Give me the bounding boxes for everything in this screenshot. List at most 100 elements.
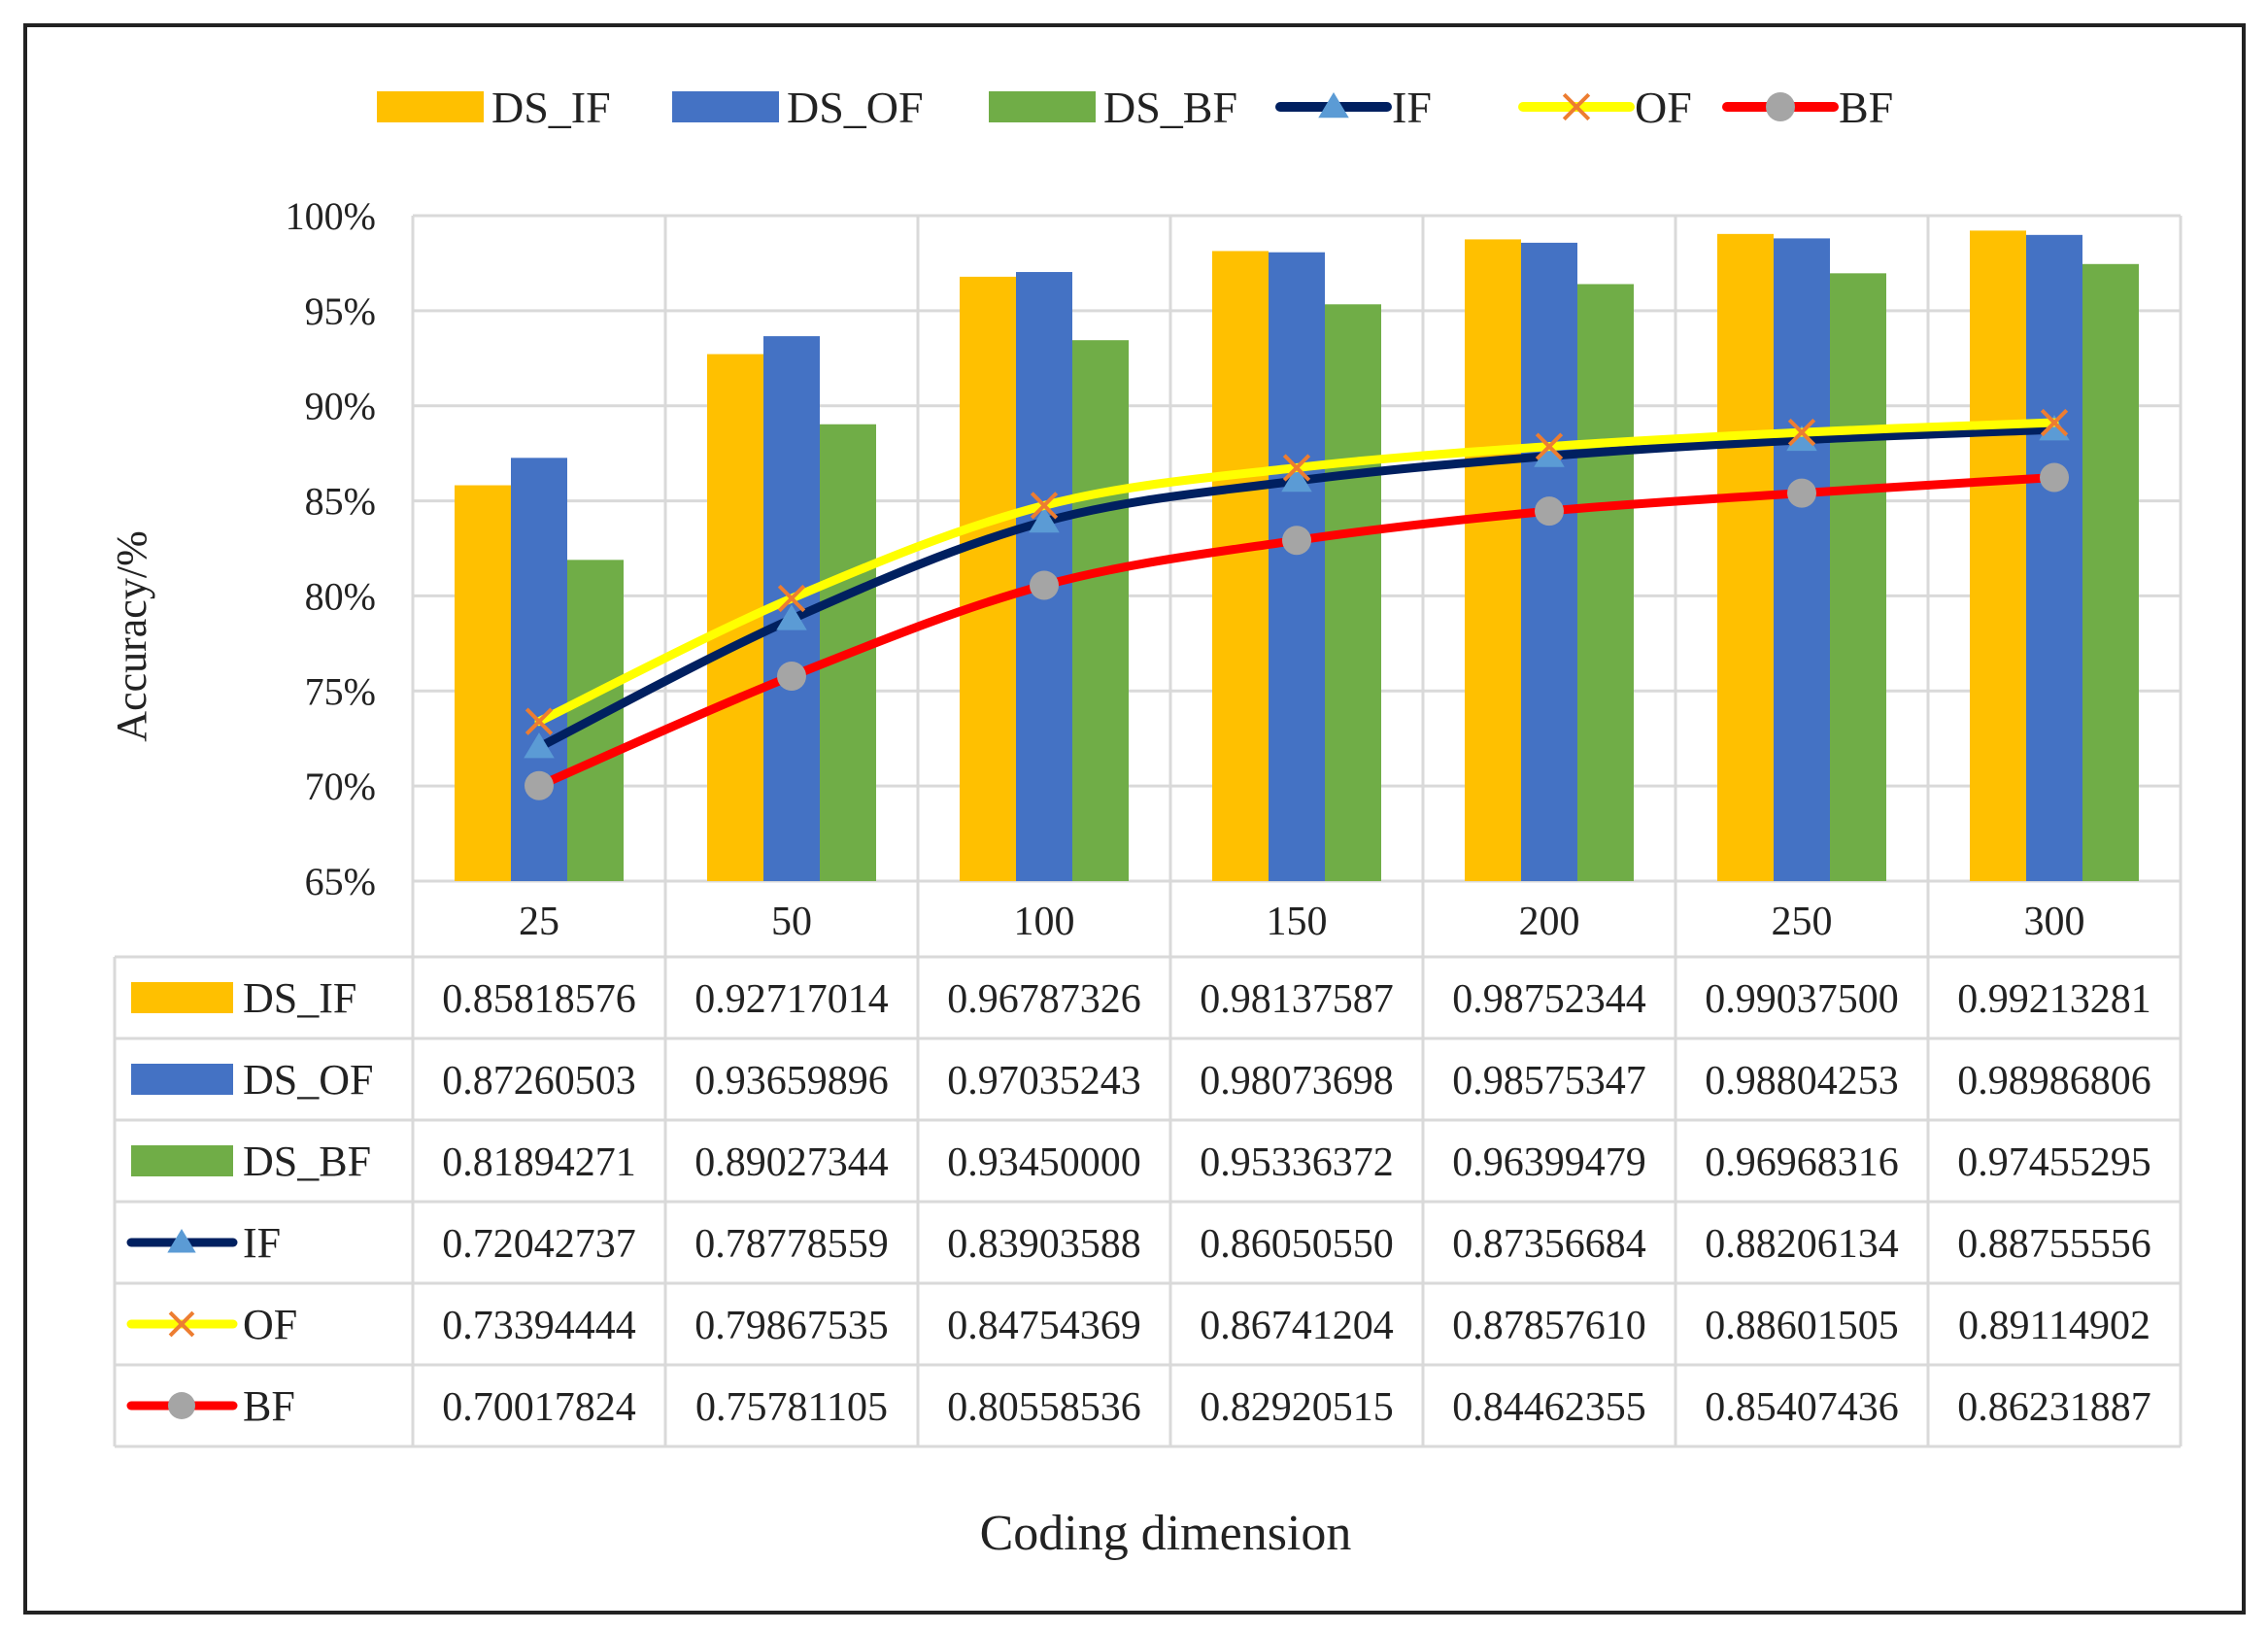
table-row-label: DS_OF xyxy=(243,1056,374,1104)
table-cell: 0.95336372 xyxy=(1200,1140,1394,1185)
table-cell: 0.86231887 xyxy=(1957,1385,2151,1430)
table-cell: 0.93659896 xyxy=(694,1059,889,1104)
data-point-stroke-b xyxy=(777,584,806,613)
bar xyxy=(2026,234,2082,881)
bar xyxy=(2082,263,2139,882)
data-table: DS_IF 0.85818576 0.92717014 0.96787326 0.981… xyxy=(113,955,2181,1448)
table-cell: 0.92717014 xyxy=(694,977,889,1022)
figure-border xyxy=(23,23,2246,1615)
data-point xyxy=(525,770,554,800)
data-point-stroke-b xyxy=(1030,492,1059,520)
table-cell: 0.73394444 xyxy=(442,1304,636,1348)
table-row-label: OF xyxy=(243,1301,297,1348)
table-cell: 0.96968316 xyxy=(1705,1140,1899,1185)
data-point xyxy=(1029,507,1060,533)
x-tick-label: 25 xyxy=(519,900,559,944)
table-cell: 0.84754369 xyxy=(947,1304,1141,1348)
table-cell: 0.96787326 xyxy=(947,977,1141,1022)
table-cell: 0.87857610 xyxy=(1452,1304,1646,1348)
legend-label: DS_BF xyxy=(1103,83,1237,132)
table-cell: 0.86741204 xyxy=(1200,1304,1394,1348)
bar xyxy=(1830,273,1886,882)
table-cell: 0.70017824 xyxy=(442,1385,636,1430)
table-row-ds-bf: DS_BF 0.81894271 0.89027344 0.93450000 0.953… xyxy=(115,1138,2181,1204)
table-cell: 0.98137587 xyxy=(1200,977,1394,1022)
table-cell: 0.88601505 xyxy=(1705,1304,1899,1348)
legend-label: DS_IF xyxy=(491,83,611,132)
bar xyxy=(1072,340,1129,881)
table-cell: 0.79867535 xyxy=(694,1304,889,1348)
data-point-stroke-b xyxy=(1787,418,1816,447)
y-tick-label: 75% xyxy=(305,669,376,713)
legend-swatch xyxy=(377,91,484,122)
table-row-label: DS_IF xyxy=(243,974,356,1022)
x-tick-label: 150 xyxy=(1267,900,1328,944)
bar xyxy=(1717,233,1774,881)
legend-item-ds-of: DS_OF xyxy=(672,83,924,132)
legend-swatch xyxy=(672,91,779,122)
y-tick-label: 65% xyxy=(305,860,376,903)
table-cell: 0.81894271 xyxy=(442,1140,636,1185)
data-point-stroke-b xyxy=(1535,432,1564,460)
legend-item-ds-bf: DS_BF xyxy=(989,83,1237,132)
data-point xyxy=(1535,496,1564,527)
table-cell: 0.78778559 xyxy=(694,1222,889,1267)
bar xyxy=(1465,239,1521,882)
data-point xyxy=(2040,408,2069,437)
y-tick-label: 90% xyxy=(305,385,376,428)
table-cell: 0.89114902 xyxy=(1958,1304,2150,1348)
table-legend-marker xyxy=(168,1310,195,1338)
x-axis-label: Coding dimension xyxy=(980,1506,1352,1561)
table-legend-marker xyxy=(167,1229,196,1253)
y-axis-label: Accuracy/% xyxy=(108,530,155,741)
data-point xyxy=(1535,432,1564,460)
legend-marker xyxy=(1766,92,1795,121)
data-point xyxy=(2040,462,2069,493)
table-row-if: IF 0.72042737 0.78778559 0.83903588 0.860505… xyxy=(115,1219,2181,1285)
legend-item-of: OF xyxy=(1518,83,1692,132)
data-point xyxy=(776,604,807,630)
table-row-bf: BF 0.70017824 0.75781105 0.80558536 0.829205… xyxy=(115,1382,2181,1448)
legend-item-bf: BF xyxy=(1722,83,1893,132)
data-point xyxy=(525,707,554,735)
data-point xyxy=(1787,478,1816,508)
table-cell: 0.97035243 xyxy=(947,1059,1141,1104)
table-cell: 0.83903588 xyxy=(947,1222,1141,1267)
table-row-of: OF 0.73394444 0.79867535 0.84754369 0.867412… xyxy=(115,1301,2181,1367)
legend-label: IF xyxy=(1392,83,1432,132)
table-cell: 0.84462355 xyxy=(1452,1385,1646,1430)
y-tick-label: 70% xyxy=(305,765,376,808)
x-tick-label: 100 xyxy=(1014,900,1075,944)
table-legend-swatch xyxy=(131,982,233,1013)
legend-label: OF xyxy=(1635,83,1692,132)
line-series-if xyxy=(524,415,2070,759)
bar xyxy=(960,276,1016,882)
table-cell: 0.97455295 xyxy=(1957,1140,2151,1185)
legend-swatch xyxy=(989,91,1096,122)
bar xyxy=(1212,251,1269,881)
data-point xyxy=(524,732,555,759)
table-cell: 0.98575347 xyxy=(1452,1059,1646,1104)
x-tick-label: 50 xyxy=(771,900,812,944)
table-cell: 0.88755556 xyxy=(1957,1222,2151,1267)
table-cell: 0.89027344 xyxy=(694,1140,889,1185)
table-cell: 0.99213281 xyxy=(1957,977,2151,1022)
bar xyxy=(511,458,567,881)
legend-marker xyxy=(1562,92,1591,121)
legend-item-if: IF xyxy=(1275,83,1432,132)
table-cell: 0.85407436 xyxy=(1705,1385,1899,1430)
bar-series-ds-if xyxy=(455,230,2026,882)
table-row-ds-if: DS_IF 0.85818576 0.92717014 0.96787326 0.981… xyxy=(115,974,2181,1040)
legend-item-ds-if: DS_IF xyxy=(377,83,611,132)
data-point xyxy=(777,661,806,691)
data-point-stroke-b xyxy=(525,707,554,735)
y-tick-label: 100% xyxy=(286,194,376,238)
table-cell: 0.86050550 xyxy=(1200,1222,1394,1267)
x-tick-label: 250 xyxy=(1772,900,1833,944)
table-cell: 0.98804253 xyxy=(1705,1059,1899,1104)
y-tick-label: 85% xyxy=(305,480,376,524)
table-cell: 0.99037500 xyxy=(1705,977,1899,1022)
x-tick-label: 300 xyxy=(2024,900,2085,944)
table-cell: 0.87356684 xyxy=(1452,1222,1646,1267)
data-point-stroke-b xyxy=(2040,408,2069,437)
